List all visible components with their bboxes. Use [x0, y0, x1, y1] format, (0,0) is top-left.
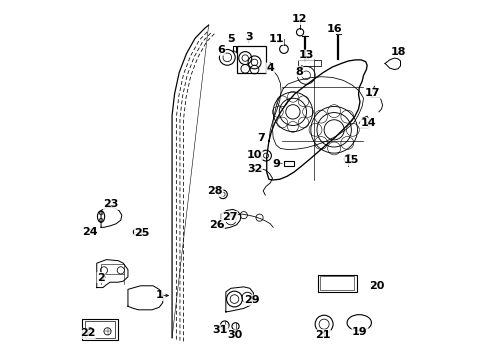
Text: 13: 13	[298, 50, 313, 60]
Bar	[317, 275, 356, 292]
Text: 19: 19	[351, 327, 367, 337]
Text: 22: 22	[80, 328, 95, 338]
Text: 10: 10	[246, 150, 262, 160]
Text: 27: 27	[221, 212, 237, 221]
Text: 5: 5	[226, 35, 234, 44]
Text: 1: 1	[155, 291, 163, 301]
Text: 23: 23	[103, 199, 119, 210]
Text: 7: 7	[256, 133, 264, 143]
Text: 15: 15	[343, 155, 358, 165]
Text: 9: 9	[271, 158, 280, 168]
Bar	[82, 319, 118, 339]
Text: 20: 20	[368, 281, 384, 291]
Text: 8: 8	[295, 67, 302, 77]
Bar	[297, 59, 320, 66]
Text: 32: 32	[246, 163, 262, 174]
Bar	[237, 46, 265, 73]
Bar	[284, 161, 293, 166]
Text: 25: 25	[134, 228, 150, 238]
Text: 2: 2	[97, 273, 105, 283]
Text: 24: 24	[81, 227, 97, 237]
Text: 18: 18	[390, 46, 406, 57]
Text: 6: 6	[217, 45, 224, 55]
Text: 16: 16	[326, 24, 342, 34]
Text: 4: 4	[266, 63, 274, 73]
Text: 21: 21	[314, 330, 330, 340]
Text: 11: 11	[268, 35, 283, 44]
Text: 26: 26	[208, 220, 224, 230]
Bar	[85, 320, 115, 338]
Text: 30: 30	[226, 330, 242, 340]
Bar	[319, 276, 353, 290]
Text: 17: 17	[365, 88, 380, 98]
Text: 14: 14	[360, 118, 375, 128]
Text: 28: 28	[207, 186, 223, 197]
Text: 31: 31	[212, 325, 227, 335]
Text: 29: 29	[244, 295, 259, 305]
Text: 12: 12	[291, 14, 306, 24]
Text: 3: 3	[244, 32, 252, 41]
